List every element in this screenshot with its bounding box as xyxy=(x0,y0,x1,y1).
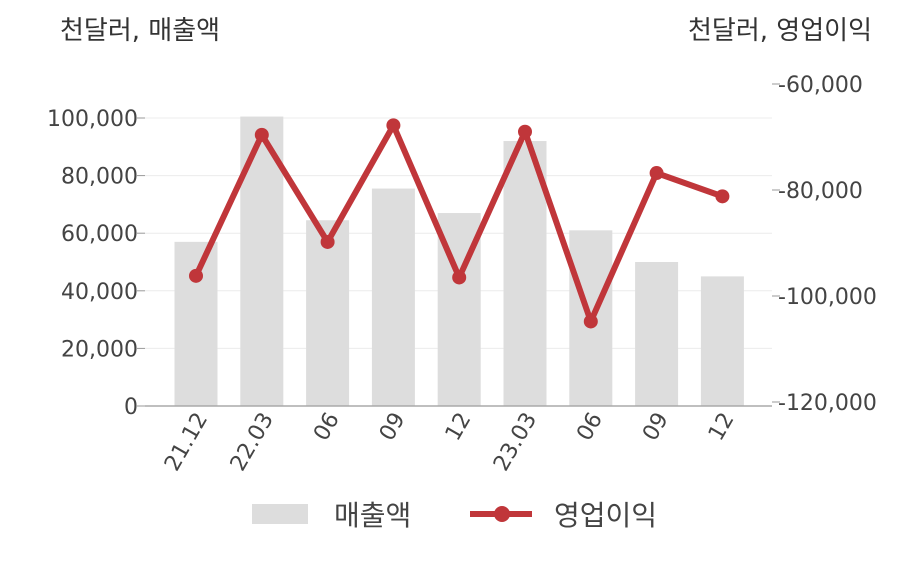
operating-profit-point xyxy=(715,189,730,204)
left-tick-label: 20,000 xyxy=(61,337,138,362)
legend-bar-swatch xyxy=(252,504,308,524)
operating-profit-point xyxy=(254,127,269,142)
right-axis-unit: 천달러, 영업이익 xyxy=(688,16,872,46)
operating-profit-point xyxy=(189,268,203,283)
legend-label-revenue: 매출액 xyxy=(334,499,412,532)
x-tick-label: 12 xyxy=(441,409,477,446)
operating-profit-point xyxy=(320,234,335,249)
operating-profit-point xyxy=(518,124,532,139)
right-tick-label: -100,000 xyxy=(778,285,877,310)
x-tick-label: 06 xyxy=(309,409,345,446)
legend: 매출액 영업이익 xyxy=(0,490,908,540)
revenue-bar xyxy=(306,220,350,406)
revenue-bar xyxy=(503,141,547,407)
left-tick-label: 60,000 xyxy=(61,222,138,247)
legend-label-operating-profit: 영업이익 xyxy=(554,499,658,532)
right-tick-label: -80,000 xyxy=(778,179,863,204)
operating-profit-point xyxy=(386,118,401,133)
right-axis-ticks: -60,000 -80,000 -100,000 -120,000 xyxy=(778,73,877,416)
x-tick-label: 09 xyxy=(638,409,674,446)
left-axis-ticks: 0 20,000 40,000 60,000 80,000 100,000 xyxy=(47,107,138,420)
revenue-bar xyxy=(174,241,218,406)
x-tick-label: 09 xyxy=(375,409,411,446)
left-tick-label: 0 xyxy=(124,395,138,420)
legend-item-revenue: 매출액 xyxy=(252,490,411,538)
right-tick-label: -60,000 xyxy=(778,73,863,98)
operating-profit-line xyxy=(189,118,730,329)
operating-profit-point xyxy=(649,166,664,181)
combo-chart: 0 20,000 40,000 60,000 80,000 100,000 -60,000… xyxy=(47,73,877,476)
x-tick-label: 21.12 xyxy=(160,409,213,476)
left-axis-unit: 천달러, 매출액 xyxy=(60,16,221,46)
left-tick-label: 40,000 xyxy=(61,280,138,305)
left-tick-label: 80,000 xyxy=(61,165,138,190)
revenue-bar xyxy=(371,188,415,406)
x-tick-label: 06 xyxy=(572,409,608,446)
revenue-bar xyxy=(700,276,744,406)
x-tick-label: 22.03 xyxy=(226,409,279,476)
x-axis-ticks: 21.12 22.03 06 09 12 23.03 06 09 12 xyxy=(160,409,740,476)
legend-item-operating-profit: 영업이익 xyxy=(470,490,657,538)
revenue-bar xyxy=(635,262,679,406)
revenue-bars xyxy=(174,116,744,407)
legend-line-swatch xyxy=(470,506,532,522)
x-tick-label: 23.03 xyxy=(489,409,542,476)
operating-profit-point xyxy=(583,314,598,329)
left-tick-label: 100,000 xyxy=(47,107,138,132)
operating-profit-point xyxy=(452,270,467,285)
right-tick-label: -120,000 xyxy=(778,391,877,416)
x-tick-label: 12 xyxy=(704,409,740,446)
